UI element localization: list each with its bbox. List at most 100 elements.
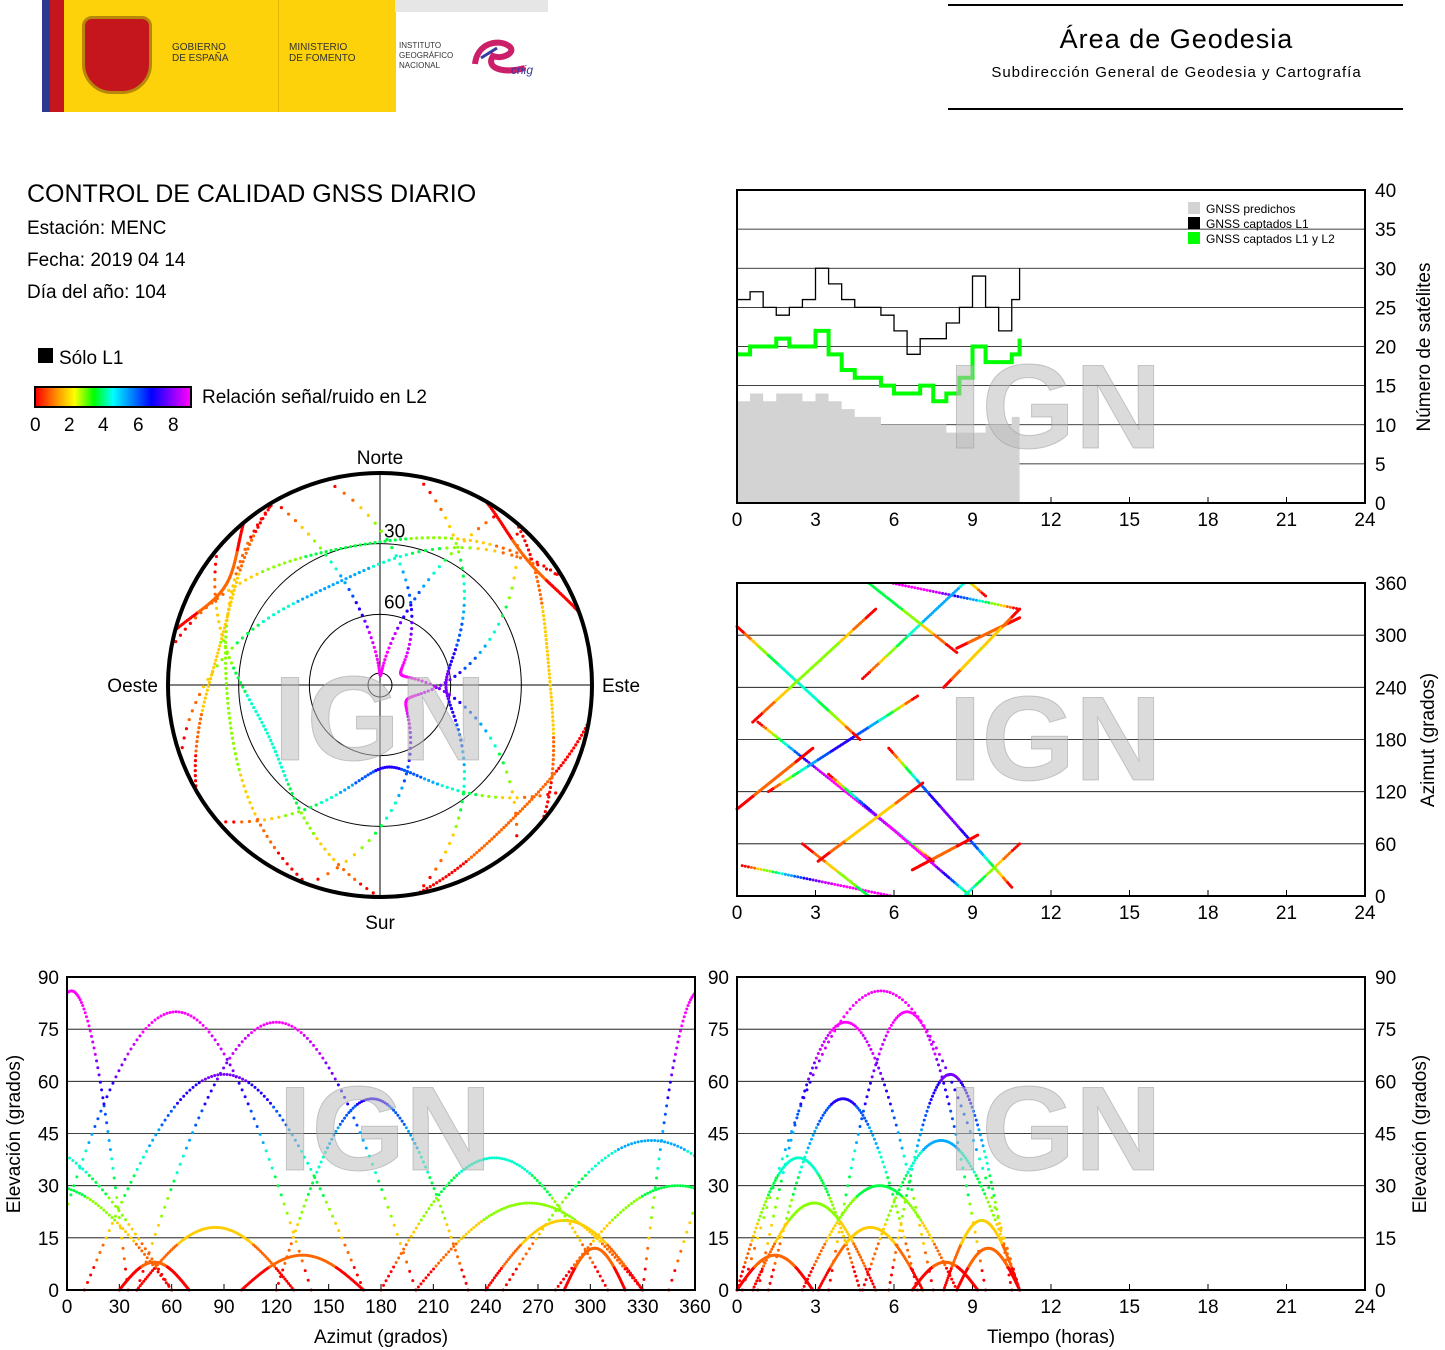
track-point-elt-0-25 — [817, 1059, 821, 1063]
sky-point-9-31 — [546, 653, 550, 657]
track-point-ela-1-89 — [138, 1279, 142, 1283]
sky-point-8-40 — [224, 671, 228, 676]
track-point-ela-2-51 — [156, 1016, 160, 1020]
sky-point-9-42 — [549, 695, 553, 699]
track-point-elt-0-12 — [777, 1166, 781, 1170]
track-point-elt-3-21 — [915, 1144, 919, 1148]
track-point-ela-3-51 — [203, 1077, 207, 1081]
track-point-ela-5-70 — [104, 1192, 108, 1196]
track-point-ela-4-88 — [462, 1275, 466, 1279]
track-point-ela-2-24 — [237, 1081, 241, 1085]
track-point-ela-13-8 — [498, 1269, 502, 1273]
snr-tick-4: 4 — [98, 415, 109, 436]
track-point-ela-7-4 — [159, 1273, 163, 1277]
track-point-elt-2-20 — [861, 1109, 865, 1113]
track-point-elt-7-61 — [905, 1200, 909, 1204]
sky-point-11-65 — [431, 883, 436, 887]
track-point-elt-5-60 — [965, 1158, 969, 1162]
ytick-satellites-15: 15 — [1375, 377, 1396, 398]
track-point-ela-9-82 — [278, 1271, 282, 1275]
track-point-ela-5-67 — [94, 1180, 98, 1184]
track-point-ela-5-82 — [143, 1247, 147, 1251]
track-point-ela-8-30 — [489, 1213, 493, 1217]
sky-point-0-48 — [371, 641, 375, 645]
sky-point-2-50 — [410, 626, 414, 631]
sky-point-9-22 — [542, 618, 546, 622]
track-point-ela-5-8 — [527, 1247, 531, 1251]
sky-point-2-53 — [409, 607, 414, 612]
track-point-ela-3-13 — [321, 1193, 325, 1197]
sky-point-3-9 — [457, 816, 461, 820]
track-point-ela-8-9 — [437, 1261, 441, 1265]
sky-point-9-13 — [536, 579, 540, 584]
track-point-ela-1-20 — [352, 1116, 356, 1120]
track-point-elt-5-31 — [915, 1156, 919, 1160]
track-point-ela-8-7 — [432, 1267, 436, 1271]
track-point-elt-1-68 — [888, 1102, 892, 1106]
track-point-elt-0-22 — [808, 1080, 812, 1084]
track-point-ela-5-65 — [87, 1173, 91, 1177]
track-point-elt-1-20 — [795, 1116, 799, 1120]
track-point-elt-0-68 — [950, 1080, 954, 1084]
track-point-elt-1-73 — [898, 1138, 902, 1142]
sky-point-6-7 — [214, 599, 218, 603]
track-point-elt-8-85 — [867, 1273, 871, 1277]
track-point-ela-7-43 — [681, 1184, 685, 1188]
track-point-elt-5-73 — [988, 1204, 992, 1208]
ylabel-satellites: Número de satélites — [1414, 263, 1435, 432]
sky-point-5-68 — [544, 567, 549, 571]
track-point-elt-3-74 — [988, 1174, 992, 1178]
track-point-ela-4-73 — [430, 1181, 434, 1185]
sky-point-1-1 — [316, 877, 320, 881]
sky-point-5-65 — [518, 556, 523, 560]
track-point-ela-7-21 — [113, 1218, 117, 1222]
track-point-elt-3-73 — [987, 1167, 991, 1171]
sky-point-0-12 — [422, 584, 426, 588]
track-point-ela-7-15 — [129, 1236, 133, 1240]
track-point-ela-2-80 — [69, 1193, 73, 1197]
sky-point-1-14 — [400, 786, 404, 790]
track-point-elt-0-33 — [842, 1015, 846, 1019]
track-point-azt-0-52 — [900, 583, 904, 587]
sky-point-5-33 — [323, 587, 327, 591]
track-point-elt-1-38 — [830, 1028, 834, 1032]
track-point-ela-3-27 — [278, 1114, 282, 1118]
sky-point-0-68 — [286, 512, 291, 516]
sky-point-1-48 — [439, 683, 443, 687]
track-point-elt-1-9 — [773, 1205, 777, 1209]
ytick-elev-time-0: 0 — [1375, 1281, 1386, 1302]
track-point-ela-2-83 — [688, 1221, 692, 1225]
track-point-elt-7-77 — [933, 1242, 937, 1246]
track-point-elt-1-24 — [803, 1089, 807, 1093]
track-point-azt-0-81 — [990, 601, 994, 605]
track-point-elt-7-7 — [812, 1263, 816, 1267]
track-point-ela-6-56 — [465, 1165, 469, 1169]
track-point-elt-5-68 — [979, 1184, 983, 1188]
track-point-ela-6-46 — [490, 1156, 494, 1160]
track-point-elt-4-71 — [884, 1170, 888, 1174]
track-point-ela-6-59 — [457, 1171, 461, 1175]
track-point-elt-0-9 — [768, 1196, 772, 1200]
sky-point-13-24 — [207, 680, 212, 685]
track-point-ela-6-26 — [540, 1184, 544, 1188]
track-point-elt-4-21 — [801, 1160, 805, 1164]
sky-point-0-49 — [369, 636, 373, 640]
track-point-ela-1-2 — [408, 1269, 412, 1273]
track-point-ela-2-28 — [225, 1057, 229, 1061]
track-point-elt-1-37 — [828, 1031, 832, 1035]
track-point-ela-1-19 — [355, 1123, 359, 1127]
track-point-azt-0-58 — [919, 587, 923, 591]
sky-point-1-22 — [408, 735, 413, 739]
track-point-elt-2-26 — [872, 1069, 876, 1073]
sky-point-13-9 — [194, 744, 199, 748]
sky-point-0-47 — [372, 645, 376, 649]
track-point-ela-13-84 — [630, 1274, 634, 1278]
track-point-azt-0-29 — [830, 882, 834, 886]
track-point-ela-6-23 — [548, 1193, 552, 1197]
sky-point-3-17 — [462, 756, 466, 760]
sky-point-2-24 — [424, 680, 428, 685]
track-point-ela-5-71 — [107, 1196, 111, 1200]
track-point-azt-0-16 — [790, 874, 794, 878]
track-point-elt-7-64 — [910, 1206, 914, 1210]
track-point-elt-2-27 — [874, 1063, 878, 1067]
